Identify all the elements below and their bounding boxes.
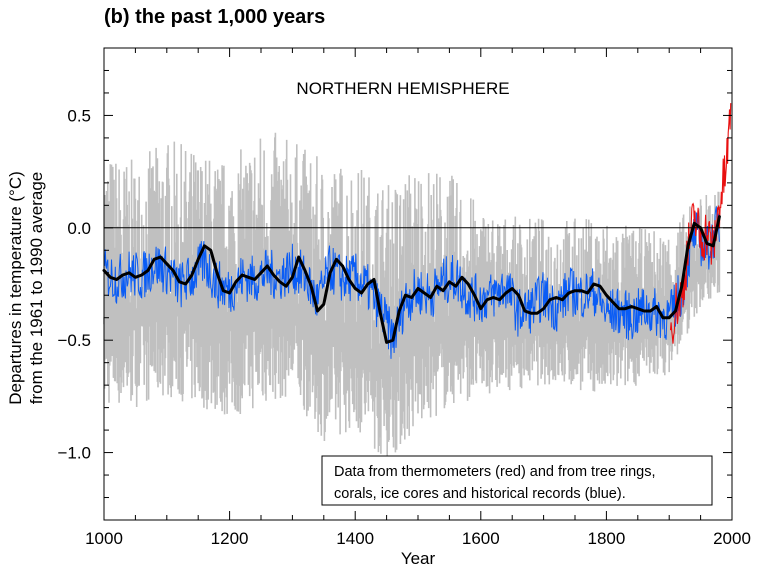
hemisphere-annotation: NORTHERN HEMISPHERE	[296, 79, 509, 98]
y-tick-label: 0.5	[67, 106, 91, 125]
x-tick-label: 1800	[587, 529, 625, 548]
x-axis-label: Year	[401, 549, 436, 568]
chart-title: (b) the past 1,000 years	[104, 6, 326, 28]
y-tick-label: 0.0	[67, 219, 91, 238]
y-tick-label: −1.0	[57, 444, 91, 463]
y-axis-label-line-1: Departures in temperature (°C)	[6, 171, 25, 405]
note-box	[321, 455, 713, 506]
data-source-note: Data from thermometers (red) and from tr…	[321, 455, 713, 506]
x-tick-label: 1200	[211, 529, 249, 548]
x-tick-label: 1000	[85, 529, 123, 548]
smoothed-series-layer	[102, 215, 721, 344]
note-line-1: Data from thermometers (red) and from tr…	[334, 464, 656, 480]
smoothed-series-line	[102, 215, 721, 344]
y-tick-label: −0.5	[57, 331, 91, 350]
note-line-2: corals, ice cores and historical records…	[334, 486, 626, 502]
x-tick-label: 2000	[713, 529, 751, 548]
axis-ticks-layer: 1000 1200 1400 1600 1800 2000 0.5 0.0 −0.5 −1.0	[57, 48, 751, 548]
x-tick-label: 1600	[462, 529, 500, 548]
x-tick-label: 1400	[336, 529, 374, 548]
y-axis-label-line-2: from the 1961 to 1990 average	[27, 172, 46, 405]
